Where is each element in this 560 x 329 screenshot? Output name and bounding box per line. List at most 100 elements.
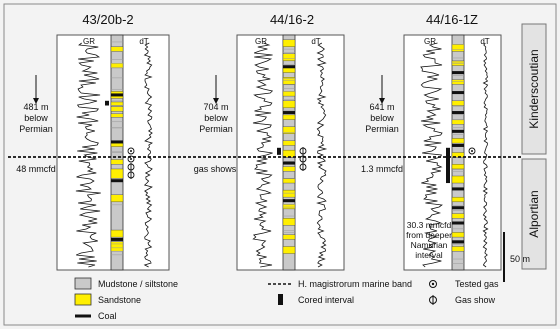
sandstone-band (451, 232, 465, 238)
depth-annotation-line: 704 m (203, 102, 228, 112)
coal-bed (452, 221, 464, 225)
sandstone-band (110, 142, 124, 147)
coal-bed (452, 111, 464, 115)
sandstone-band (451, 44, 465, 52)
sandstone-band (282, 91, 296, 97)
coal-bed (111, 237, 123, 241)
well-title: 43/20b-2 (82, 12, 133, 27)
sandstone-band (451, 246, 465, 252)
sandstone-band (110, 113, 124, 118)
legend: Mudstone / siltstone Sandstone Coal H. m… (74, 277, 499, 321)
deep-interval-note: from deeper (406, 230, 452, 240)
legend-marine-band-label: H. magistrorum marine band (298, 279, 412, 289)
stage-label-lower: Alportian (527, 190, 541, 237)
cored-interval (277, 147, 281, 155)
sandstone-band (451, 119, 465, 125)
well-title: 44/16-2 (270, 12, 314, 27)
depth-annotation-line: below (24, 113, 48, 123)
deep-interval-note: Namurian (411, 240, 448, 250)
cored-interval (105, 100, 109, 106)
sandstone-band (110, 101, 124, 106)
legend-mudstone-swatch (74, 277, 92, 290)
coal-bed (452, 143, 464, 147)
stage-box-lower (521, 158, 547, 270)
depth-annotation-line: below (204, 113, 228, 123)
coal-bed (283, 161, 295, 165)
sandstone-band (282, 203, 296, 210)
sandstone-band (282, 166, 296, 172)
sandstone-band (282, 114, 296, 120)
well-rate-label: 48 mmcfd (16, 164, 56, 174)
stage-label-upper: Kinderscoutian (527, 49, 541, 128)
depth-annotation-line: Permian (199, 124, 233, 134)
tested-gas-icon (127, 155, 135, 163)
dt-log-curve (316, 42, 328, 268)
dt-log-curve (143, 42, 153, 268)
depth-arrow-head (379, 98, 385, 104)
legend-coal-label: Coal (98, 311, 117, 321)
tested-gas-icon (127, 147, 135, 155)
coal-bed (111, 93, 123, 97)
coal-bed (452, 71, 464, 75)
sandstone-band (110, 229, 124, 238)
scale-bar: 50 m (503, 232, 530, 282)
legend-tested-gas-label: Tested gas (455, 279, 499, 289)
legend-sandstone-label: Sandstone (98, 295, 141, 305)
depth-annotation-line: Permian (365, 124, 399, 134)
depth-arrow-head (213, 98, 219, 104)
gr-log-curve (75, 42, 101, 268)
sandstone-band (451, 175, 465, 184)
legend-cored-swatch (278, 294, 283, 305)
sandstone-band (110, 159, 124, 165)
legend-mudstone-label: Mudstone / siltstone (98, 279, 178, 289)
legend-gas-show-label: Gas show (455, 295, 496, 305)
tested-gas-icon (468, 147, 476, 155)
legend-gas-show-icon (429, 295, 437, 305)
dt-log-curve (482, 42, 489, 268)
sandstone-band (282, 53, 296, 62)
sandstone-band (451, 196, 465, 203)
coal-bed (111, 179, 123, 183)
sandstone-band (451, 100, 465, 106)
sandstone-band (282, 189, 296, 198)
sandstone-band (110, 241, 124, 252)
sandstone-band (282, 218, 296, 226)
gas-show-icon (299, 163, 307, 171)
stage-column: Kinderscoutian Alportian (521, 23, 547, 270)
deep-interval-note: 30.3 mmcfd (407, 220, 452, 230)
sandstone-band (451, 138, 465, 144)
gr-header: GR (424, 37, 436, 46)
sandstone-band (110, 194, 124, 203)
coal-bed (452, 187, 464, 191)
sandstone-band (110, 63, 124, 69)
cored-interval (446, 147, 450, 184)
legend-cored-label: Cored interval (298, 295, 354, 305)
sandstone-band (282, 246, 296, 254)
sandstone-band (282, 39, 296, 47)
depth-annotation-line: Permian (19, 124, 53, 134)
depth-annotation-line: 481 m (23, 102, 48, 112)
sandstone-band (282, 178, 296, 184)
well-rate-label: 1.3 mmcfd (361, 164, 403, 174)
deep-interval-note: interval (415, 250, 443, 260)
gr-header: GR (255, 37, 267, 46)
gas-show-icon (127, 171, 135, 179)
gr-log-curve (420, 42, 443, 268)
coal-bed (111, 140, 123, 144)
gas-show-icon (299, 147, 307, 155)
coal-bed (283, 65, 295, 69)
gr-log-curve (252, 42, 274, 268)
sandstone-band (282, 67, 296, 73)
dt-header: dT (480, 37, 489, 46)
coal-bed (452, 91, 464, 95)
scale-bar-label: 50 m (510, 254, 530, 264)
coal-bed (452, 206, 464, 210)
sandstone-band (110, 168, 124, 179)
sandstone-band (110, 46, 124, 52)
